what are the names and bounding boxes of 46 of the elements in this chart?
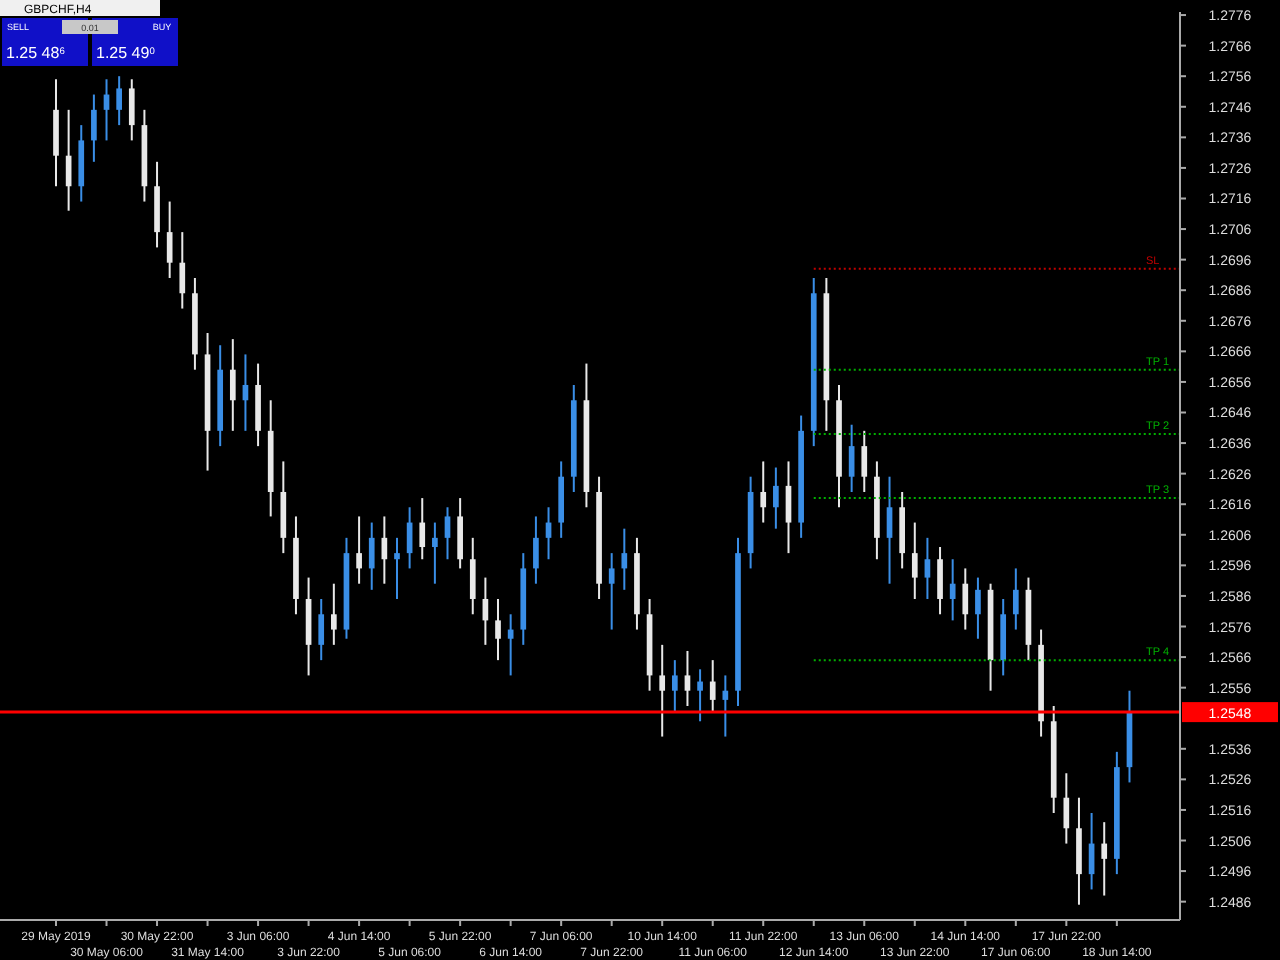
candlestick (684, 649, 691, 707)
candlestick (949, 558, 956, 622)
candlestick (760, 460, 767, 524)
candlestick (608, 552, 615, 631)
candlestick (962, 567, 969, 631)
candlestick (457, 497, 463, 570)
candlestick (495, 597, 501, 662)
candlestick (91, 93, 97, 163)
candlestick (53, 78, 59, 188)
candlestick (229, 338, 236, 432)
candlestick (671, 659, 678, 714)
candlestick (128, 78, 135, 142)
candlestick (1063, 772, 1070, 845)
candlestick (318, 597, 325, 662)
candlestick (444, 506, 451, 561)
candlestick (697, 668, 703, 723)
candlestick (558, 460, 565, 539)
candlestick (924, 536, 931, 600)
candlestick (1076, 796, 1082, 906)
candlestick (709, 659, 716, 714)
candlestick (1101, 821, 1108, 897)
candlestick (166, 200, 173, 279)
candlestick (469, 536, 476, 616)
candlestick (154, 160, 160, 249)
candlestick (773, 466, 779, 530)
candlestick (368, 521, 375, 591)
candlestick (899, 490, 905, 570)
candlestick (419, 497, 426, 561)
candlestick (1000, 597, 1007, 677)
candlestick (179, 231, 186, 310)
candlestick (255, 362, 261, 448)
candlestick (394, 536, 400, 600)
candlestick (280, 460, 287, 555)
candlestick (116, 75, 122, 127)
candlestick (356, 515, 362, 585)
candlestick (621, 527, 628, 591)
candlestick (432, 521, 438, 585)
candlestick (861, 429, 868, 493)
candlestick (659, 643, 666, 738)
candlestick (975, 576, 981, 640)
candlestick (78, 124, 85, 203)
candlestick (533, 515, 539, 585)
candlestick (1012, 567, 1019, 631)
candlestick (911, 521, 918, 600)
candlestick (937, 546, 943, 616)
candlestick (331, 582, 337, 646)
